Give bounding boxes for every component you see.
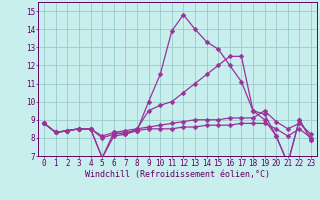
X-axis label: Windchill (Refroidissement éolien,°C): Windchill (Refroidissement éolien,°C): [85, 170, 270, 179]
